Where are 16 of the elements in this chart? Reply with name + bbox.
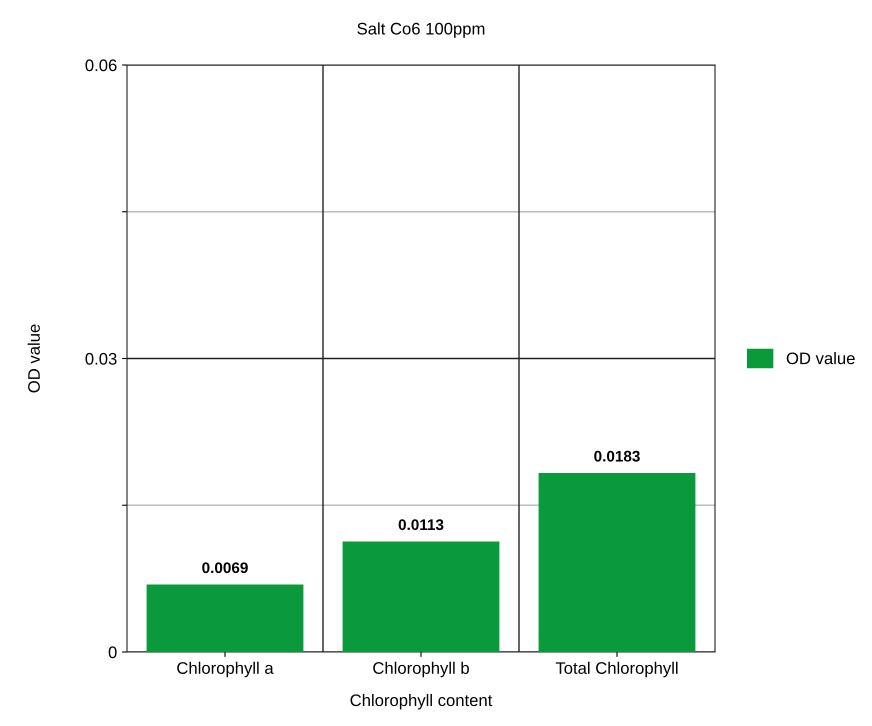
y-tick-label: 0 bbox=[108, 646, 117, 658]
y-tick-label: 0.06 bbox=[85, 59, 117, 72]
y-tick-label: 0.03 bbox=[85, 352, 117, 365]
y-axis-title: OD value bbox=[28, 324, 40, 392]
bar bbox=[342, 541, 500, 652]
data-label: 0.0069 bbox=[202, 562, 248, 574]
x-tick-label: Total Chlorophyll bbox=[556, 662, 678, 678]
data-label: 0.0183 bbox=[594, 450, 640, 462]
x-tick-label: Chlorophyll b bbox=[373, 662, 469, 678]
bar bbox=[146, 584, 304, 652]
legend-label: OD value bbox=[786, 352, 855, 364]
x-tick-label: Chlorophyll a bbox=[177, 662, 274, 678]
chart-title: Salt Co6 100ppm bbox=[357, 22, 484, 38]
data-label: 0.0113 bbox=[398, 519, 444, 530]
x-axis-title: Chlorophyll content bbox=[350, 694, 492, 710]
bar bbox=[538, 472, 696, 652]
